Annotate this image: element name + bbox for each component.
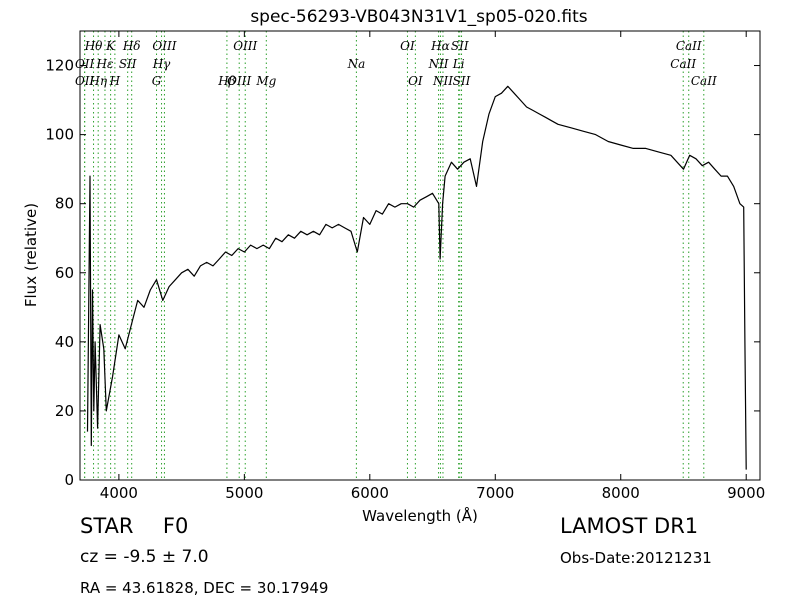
y-axis-label: Flux (relative) xyxy=(22,203,40,307)
line-label: OIII xyxy=(152,39,176,53)
x-tick-label: 6000 xyxy=(351,484,389,502)
y-tick-label: 40 xyxy=(55,333,74,351)
line-label: G xyxy=(152,74,162,88)
line-label: CaII xyxy=(676,39,702,53)
line-markers xyxy=(84,31,705,480)
line-label: OIII xyxy=(233,39,257,53)
redshift-label: cz = -9.5 ± 7.0 xyxy=(80,547,209,567)
class-label: STAR xyxy=(80,514,134,538)
spectrum-line xyxy=(86,85,747,470)
x-tick-label: 8000 xyxy=(602,484,640,502)
line-label: CaII xyxy=(691,74,717,88)
line-label: Na xyxy=(347,57,366,71)
y-tick-label: 80 xyxy=(55,195,74,213)
coordinates-label: RA = 43.61828, DEC = 30.17949 xyxy=(80,579,329,597)
y-tick-label: 60 xyxy=(55,264,74,282)
line-label: NII xyxy=(432,74,453,88)
line-label: Hβ xyxy=(217,74,235,88)
y-tick-label: 20 xyxy=(55,402,74,420)
line-label: Li xyxy=(452,57,465,71)
line-label: SII xyxy=(453,74,471,88)
line-label: H xyxy=(109,74,121,88)
line-label: OI xyxy=(400,39,415,53)
plot-frame xyxy=(79,30,761,481)
survey-label: LAMOST DR1 xyxy=(560,514,699,538)
line-label: Hδ xyxy=(122,39,141,53)
line-label: OII xyxy=(75,57,95,71)
chart-title: spec-56293-VB043N31V1_sp05-020.fits xyxy=(250,7,587,27)
line-label: Hε xyxy=(96,57,114,71)
line-label: SII xyxy=(451,39,469,53)
subclass-label: F0 xyxy=(162,514,189,538)
axis-ticks: 4000 5000 6000 7000 8000 9000 0 20 40 60 80 100 120 xyxy=(45,31,765,502)
x-tick-label: 9000 xyxy=(727,484,765,502)
y-tick-label: 0 xyxy=(64,471,74,489)
line-label: OI xyxy=(408,74,423,88)
x-tick-label: 5000 xyxy=(225,484,263,502)
line-label: SII xyxy=(119,57,137,71)
line-label: NII xyxy=(428,57,449,71)
line-label: OIII xyxy=(227,74,251,88)
line-label: Hη xyxy=(88,74,107,88)
object-class: STAR F0 xyxy=(80,514,188,538)
line-label: CaII xyxy=(670,57,696,71)
line-label: Hγ xyxy=(152,57,171,71)
line-label: Mg xyxy=(255,74,276,88)
x-tick-label: 7000 xyxy=(476,484,514,502)
line-label: Hα xyxy=(430,39,450,53)
line-label: K xyxy=(105,39,116,53)
x-tick-label: 4000 xyxy=(100,484,138,502)
y-tick-label: 120 xyxy=(45,57,74,75)
line-label: Hθ xyxy=(84,39,103,53)
obs-date-label: Obs-Date:20121231 xyxy=(560,549,712,567)
y-tick-label: 100 xyxy=(45,126,74,144)
x-axis-label: Wavelength (Å) xyxy=(362,506,478,525)
spectrum-series xyxy=(86,85,747,470)
